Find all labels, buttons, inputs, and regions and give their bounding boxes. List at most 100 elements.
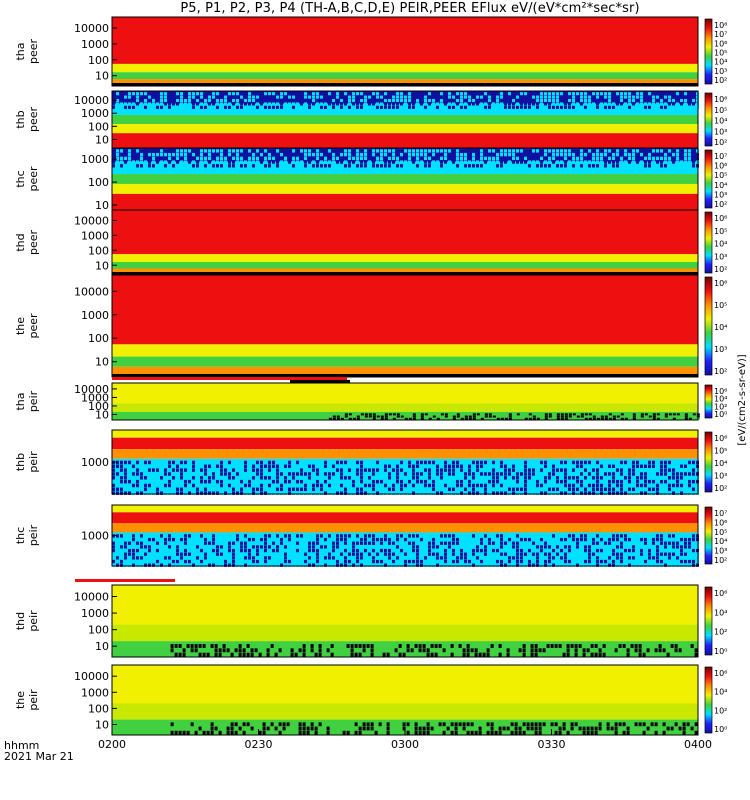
speckle-cell xyxy=(644,559,647,564)
speckle-cell xyxy=(444,483,447,488)
speckle-cell xyxy=(432,149,435,153)
speckle-cell xyxy=(648,164,651,168)
speckle-cell xyxy=(596,149,599,153)
speckle-cell xyxy=(252,541,255,545)
panel-ylabel-probe: thb xyxy=(14,110,27,128)
speckle-cell xyxy=(128,541,131,545)
speckle-cell xyxy=(424,491,427,495)
speckle-cell xyxy=(476,160,479,164)
speckle-cell xyxy=(120,487,123,492)
speckle-cell xyxy=(356,464,359,469)
speckle-cell xyxy=(666,648,670,653)
speckle-cell xyxy=(304,487,307,492)
speckle-cell xyxy=(660,92,663,96)
speckle-cell xyxy=(312,98,315,103)
speckle-cell xyxy=(116,472,119,476)
speckle-cell xyxy=(416,152,419,157)
speckle-cell xyxy=(252,149,255,153)
speckle-cell xyxy=(554,648,558,653)
speckle-cell xyxy=(212,491,215,495)
speckle-cell xyxy=(500,483,503,488)
speckle-cell xyxy=(128,92,131,96)
speckle-cell xyxy=(664,415,668,418)
speckle-cell xyxy=(676,92,679,96)
speckle-cell xyxy=(522,644,526,648)
speckle-cell xyxy=(456,487,459,492)
speckle-cell xyxy=(572,95,575,99)
speckle-cell xyxy=(504,156,507,161)
speckle-cell xyxy=(112,563,115,567)
speckle-cell xyxy=(260,537,263,542)
speckle-cell xyxy=(112,487,115,492)
speckle-cell xyxy=(504,415,508,418)
speckle-cell xyxy=(544,92,547,96)
speckle-cell xyxy=(268,541,271,545)
speckle-cell xyxy=(476,152,479,157)
speckle-cell xyxy=(112,160,115,164)
speckle-cell xyxy=(514,652,518,657)
speckle-cell xyxy=(656,545,659,549)
speckle-cell xyxy=(500,534,503,538)
speckle-cell xyxy=(668,95,671,99)
speckle-cell xyxy=(620,95,623,99)
speckle-cell xyxy=(484,460,487,465)
speckle-cell xyxy=(680,415,684,418)
colorbar-tick-label: 10⁶ xyxy=(714,162,727,171)
speckle-cell xyxy=(516,548,519,553)
speckle-cell xyxy=(320,483,323,488)
speckle-cell xyxy=(540,487,543,492)
speckle-cell xyxy=(674,644,678,648)
speckle-cell xyxy=(588,476,591,480)
speckle-cell xyxy=(692,476,695,480)
speckle-cell xyxy=(388,537,391,542)
speckle-cell xyxy=(204,552,207,556)
speckle-cell xyxy=(124,556,127,560)
speckle-cell xyxy=(228,559,231,564)
speckle-cell xyxy=(380,149,383,153)
speckle-cell xyxy=(488,468,491,472)
speckle-cell xyxy=(272,541,275,545)
speckle-cell xyxy=(236,487,239,492)
speckle-cell xyxy=(452,92,455,96)
speckle-cell xyxy=(252,548,255,553)
speckle-cell xyxy=(306,644,310,648)
speckle-cell xyxy=(264,487,267,492)
speckle-cell xyxy=(456,164,459,168)
speckle-cell xyxy=(488,476,491,480)
speckle-cell xyxy=(636,149,639,153)
speckle-cell xyxy=(380,468,383,472)
speckle-cell xyxy=(176,460,179,465)
speckle-cell xyxy=(248,491,251,495)
speckle-cell xyxy=(584,563,587,567)
speckle-cell xyxy=(564,149,567,153)
speckle-cell xyxy=(656,413,660,416)
speckle-cell xyxy=(208,483,211,488)
speckle-cell xyxy=(476,541,479,545)
speckle-cell xyxy=(356,95,359,99)
speckle-cell xyxy=(408,541,411,545)
speckle-cell xyxy=(540,160,543,164)
speckle-cell xyxy=(400,156,403,161)
speckle-cell xyxy=(628,556,631,560)
speckle-cell xyxy=(248,102,251,106)
speckle-cell xyxy=(312,468,315,472)
speckle-cell xyxy=(568,556,571,560)
speckle-cell xyxy=(344,476,347,480)
speckle-cell xyxy=(552,152,555,157)
speckle-cell xyxy=(360,559,363,564)
speckle-cell xyxy=(288,479,291,484)
speckle-cell xyxy=(540,563,543,567)
speckle-cell xyxy=(320,149,323,153)
speckle-cell xyxy=(690,644,694,648)
speckle-cell xyxy=(156,479,159,484)
speckle-cell xyxy=(480,479,483,484)
speckle-cell xyxy=(452,491,455,495)
green-flux-band xyxy=(112,114,698,125)
speckle-cell xyxy=(592,556,595,560)
speckle-cell xyxy=(680,476,683,480)
speckle-cell xyxy=(564,556,567,560)
speckle-cell xyxy=(544,556,547,560)
speckle-cell xyxy=(692,105,695,109)
speckle-cell xyxy=(192,164,195,168)
speckle-cell xyxy=(612,413,616,416)
